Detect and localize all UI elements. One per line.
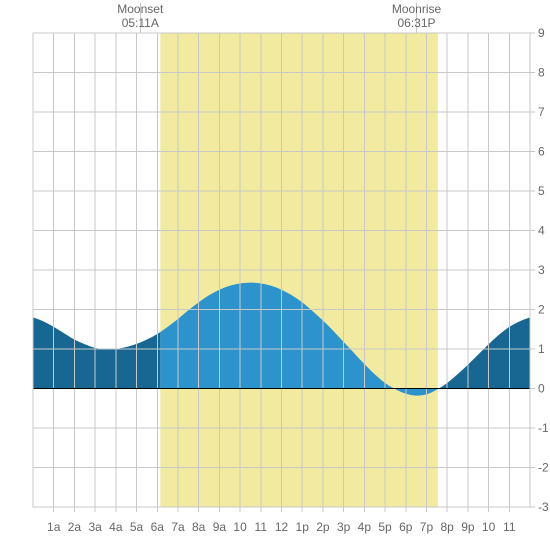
tide-chart: -3-2-101234567891a2a3a4a5a6a7a8a9a101112… <box>0 0 550 550</box>
svg-text:10: 10 <box>482 520 496 534</box>
svg-text:-3: -3 <box>538 500 549 514</box>
svg-text:3p: 3p <box>337 520 351 534</box>
svg-text:8a: 8a <box>192 520 206 534</box>
svg-text:3a: 3a <box>88 520 102 534</box>
moonset-label: Moonset05:11A <box>117 2 163 31</box>
svg-text:0: 0 <box>538 382 545 396</box>
svg-text:9p: 9p <box>461 520 475 534</box>
svg-text:1: 1 <box>538 342 545 356</box>
svg-text:-2: -2 <box>538 461 549 475</box>
svg-text:2: 2 <box>538 303 545 317</box>
svg-text:9a: 9a <box>213 520 227 534</box>
moonset-time: 05:11A <box>117 16 163 30</box>
svg-text:5p: 5p <box>378 520 392 534</box>
svg-text:2a: 2a <box>68 520 82 534</box>
svg-text:9: 9 <box>538 26 545 40</box>
svg-text:5: 5 <box>538 184 545 198</box>
svg-text:7a: 7a <box>171 520 185 534</box>
svg-text:7p: 7p <box>420 520 434 534</box>
svg-text:7: 7 <box>538 105 545 119</box>
svg-text:1a: 1a <box>47 520 61 534</box>
svg-text:6p: 6p <box>399 520 413 534</box>
svg-text:4: 4 <box>538 224 545 238</box>
moonrise-label: Moonrise06:31P <box>392 2 441 31</box>
svg-text:11: 11 <box>255 520 268 534</box>
chart-svg: -3-2-101234567891a2a3a4a5a6a7a8a9a101112… <box>0 0 550 550</box>
svg-text:4a: 4a <box>109 520 123 534</box>
svg-text:10: 10 <box>233 520 247 534</box>
moonrise-time: 06:31P <box>392 16 441 30</box>
svg-text:8: 8 <box>538 66 545 80</box>
svg-text:-1: -1 <box>538 421 549 435</box>
svg-text:2p: 2p <box>316 520 330 534</box>
svg-text:11: 11 <box>503 520 516 534</box>
svg-text:12: 12 <box>275 520 289 534</box>
svg-text:3: 3 <box>538 263 545 277</box>
svg-text:8p: 8p <box>440 520 454 534</box>
svg-text:4p: 4p <box>358 520 372 534</box>
svg-text:1p: 1p <box>296 520 310 534</box>
svg-text:5a: 5a <box>130 520 144 534</box>
svg-text:6a: 6a <box>151 520 165 534</box>
svg-text:6: 6 <box>538 145 545 159</box>
moonset-title: Moonset <box>117 2 163 16</box>
moonrise-title: Moonrise <box>392 2 441 16</box>
